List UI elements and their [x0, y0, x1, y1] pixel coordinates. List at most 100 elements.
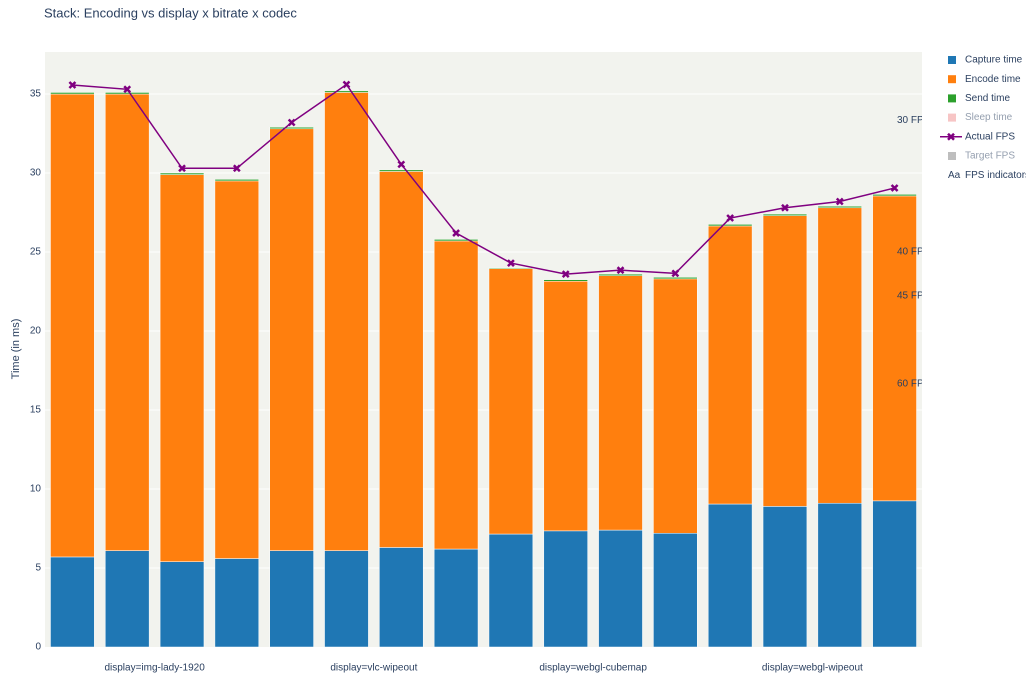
- legend-label: Sleep time: [965, 112, 1013, 123]
- fps-marker: [287, 118, 296, 127]
- bar-segment: [872, 500, 917, 648]
- legend-label: Target FPS: [965, 151, 1015, 162]
- legend-item: Actual FPS: [940, 131, 1015, 142]
- bar-segment: [707, 224, 753, 227]
- bar-segment: [214, 180, 260, 559]
- fps-marker: [890, 184, 899, 192]
- y-axis-label: Time (in ms): [10, 319, 22, 380]
- bar-segment: [50, 92, 95, 95]
- bar-segment: [762, 213, 808, 216]
- bar-segment: [214, 558, 260, 648]
- bar-segment: [817, 502, 862, 648]
- bar-segment: [324, 92, 369, 551]
- fps-marker: [507, 259, 515, 267]
- bar-segment: [379, 169, 424, 172]
- bar-segment: [159, 561, 205, 648]
- y-tick-label: 0: [35, 642, 41, 653]
- legend-swatch: [948, 75, 956, 84]
- bar-segment: [214, 179, 260, 182]
- fps-indicator: 30 FPS: [897, 115, 931, 126]
- legend-item: Sleep time: [948, 112, 1013, 123]
- bar-segment: [159, 174, 205, 562]
- bar-segment: [872, 194, 917, 197]
- fps-marker: [726, 214, 735, 222]
- fps-marker: [835, 197, 844, 206]
- group-label: display=webgl-wipeout: [762, 663, 863, 674]
- legend-marker: [947, 132, 955, 141]
- legend-swatch: [948, 94, 956, 103]
- bar-segment: [488, 533, 534, 648]
- y-tick-label: 25: [30, 247, 42, 258]
- y-tick-label: 35: [30, 89, 42, 100]
- legend-label: Encode time: [965, 74, 1021, 85]
- bar-segment: [488, 267, 534, 269]
- fps-marker: [68, 81, 77, 89]
- bar-segment: [324, 90, 369, 93]
- bar-segment: [379, 547, 424, 648]
- bar-segment: [433, 240, 479, 550]
- bar-segment: [543, 279, 588, 282]
- legend-item: Send time: [948, 93, 1010, 104]
- fps-indicator: 60 FPS: [897, 378, 931, 389]
- bar-segment: [269, 550, 314, 648]
- bar-segment: [159, 172, 205, 175]
- fps-indicator: 40 FPS: [897, 247, 931, 258]
- bar-segment: [105, 92, 150, 95]
- fps-marker: [397, 160, 406, 169]
- fps-marker: [616, 266, 625, 275]
- bar-segment: [872, 195, 917, 502]
- fps-marker: [452, 229, 460, 237]
- bar-segment: [488, 268, 534, 535]
- bar-segment: [653, 532, 698, 648]
- bar-segment: [433, 548, 479, 648]
- fps-marker: [232, 164, 241, 173]
- legend-swatch: [948, 152, 956, 160]
- legend-item: Encode time: [948, 74, 1021, 85]
- bar-segment: [598, 275, 643, 531]
- bar-segment: [817, 207, 862, 504]
- chart-title: Stack: Encoding vs display x bitrate x c…: [44, 5, 297, 20]
- y-tick-label: 20: [30, 326, 42, 337]
- y-tick-label: 30: [30, 168, 42, 179]
- bar-segment: [269, 128, 314, 551]
- bar-segment: [653, 278, 698, 534]
- bar-segment: [324, 550, 369, 648]
- fps-indicator: 45 FPS: [897, 291, 931, 302]
- bar-segment: [707, 225, 753, 505]
- legend-label: FPS indicators: [965, 170, 1026, 181]
- legend-swatch: [948, 113, 956, 122]
- bar-segment: [762, 215, 808, 507]
- legend-glyph: Aa: [948, 170, 961, 181]
- legend-label: Send time: [965, 93, 1010, 104]
- fps-marker: [123, 85, 132, 94]
- fps-marker: [561, 270, 570, 279]
- legend-item: Aa FPS indicators: [948, 170, 1026, 181]
- bar-segment: [50, 93, 95, 558]
- bar-segment: [817, 205, 862, 209]
- fps-marker: [781, 203, 789, 212]
- legend-item: Target FPS: [948, 151, 1015, 162]
- bar-segment: [762, 506, 808, 648]
- bar-segment: [543, 530, 588, 648]
- fps-marker: [178, 164, 186, 173]
- legend-item: Capture time: [948, 55, 1023, 66]
- bar-segment: [105, 93, 150, 551]
- fps-line: [72, 83, 895, 275]
- y-tick-label: 10: [30, 484, 42, 495]
- group-label: display=vlc-wipeout: [330, 663, 417, 674]
- legend-swatch: [948, 56, 956, 64]
- fps-marker: [671, 269, 680, 278]
- bar-segment: [379, 171, 424, 548]
- bar-segment: [269, 126, 314, 130]
- bar-segment: [653, 277, 698, 280]
- legend-label: Actual FPS: [965, 131, 1015, 142]
- bar-segment: [598, 273, 643, 276]
- bar-segment: [50, 556, 95, 648]
- bar-segment: [707, 503, 753, 648]
- legend-label: Capture time: [965, 55, 1023, 66]
- y-tick-label: 5: [35, 563, 41, 574]
- y-tick-label: 15: [30, 405, 42, 416]
- bar-segment: [543, 280, 588, 532]
- fps-marker: [342, 80, 351, 89]
